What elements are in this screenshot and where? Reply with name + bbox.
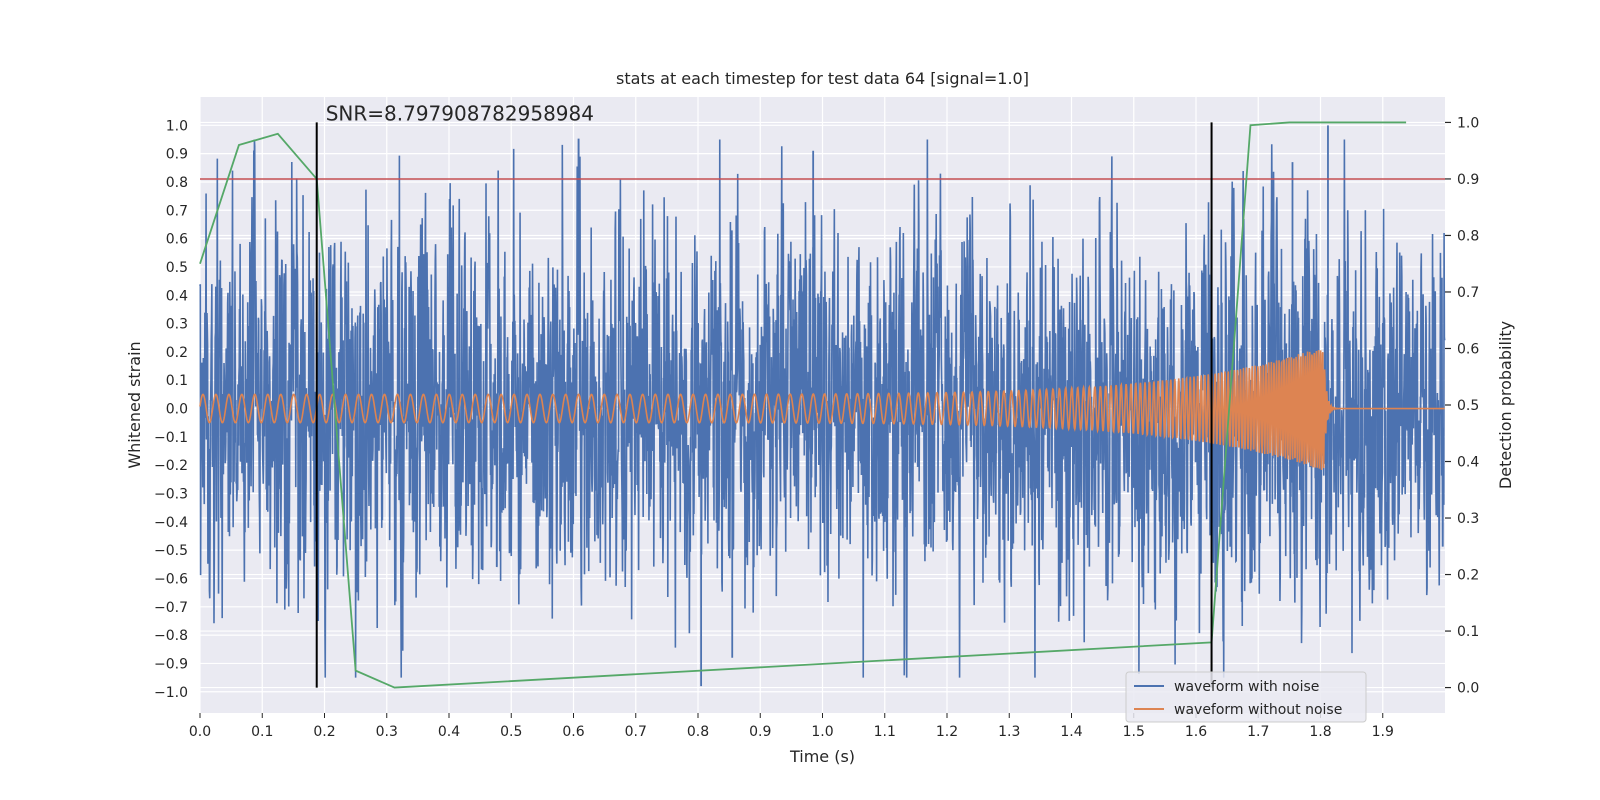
- legend-box: [1125, 671, 1367, 723]
- y-tick-label: −0.7: [154, 600, 188, 616]
- x-tick-label: 1.2: [936, 724, 958, 740]
- y-tick-label: −0.5: [154, 543, 188, 559]
- series-layer: [199, 121, 1446, 689]
- y2-tick-label: 1.0: [1457, 115, 1479, 131]
- y-tick-label: 0.1: [166, 373, 188, 389]
- x-tick-label: 0.0: [189, 724, 211, 740]
- x-axis-title: Time (s): [789, 747, 855, 766]
- y2-tick-label: 0.1: [1457, 624, 1479, 640]
- y2-tick-label: 0.8: [1457, 228, 1479, 244]
- axes: 0.0 0.1 0.2 0.3 0.4 0.5 0.6 0.7 0.8 0.9 1.0 1.1 1.2 1…: [154, 115, 1479, 740]
- series-detection-probability: [199, 121, 1407, 689]
- x-tick-label: 1.5: [1123, 724, 1145, 740]
- x-tick-label: 0.2: [313, 724, 335, 740]
- y-tick-label: −0.9: [154, 656, 188, 672]
- y-tick-label: −0.3: [154, 487, 188, 503]
- y-tick-label: 0.6: [166, 232, 188, 248]
- x-tick-label: 1.7: [1247, 724, 1269, 740]
- x-tick-label: 0.1: [251, 724, 273, 740]
- snr-annotation: SNR=8.797908782958984: [326, 101, 594, 125]
- y-axis-title: Whitened strain: [125, 341, 144, 468]
- x-tick-label: 1.0: [811, 724, 833, 740]
- y-tick-label: −0.8: [154, 628, 188, 644]
- x-tick-label: 1.1: [874, 724, 896, 740]
- x-tick-label: 0.3: [376, 724, 398, 740]
- y2-axis-title: Detection probability: [1496, 321, 1515, 489]
- y-tick-label: 0.0: [166, 402, 188, 418]
- legend: waveform with noise waveform without noi…: [1125, 671, 1367, 723]
- x-tick-label: 1.8: [1309, 724, 1331, 740]
- chart-title: stats at each timestep for test data 64 …: [616, 69, 1029, 88]
- y-tick-label: 0.2: [166, 345, 188, 361]
- y2-tick-label: 0.2: [1457, 568, 1479, 584]
- y-tick-label: 1.0: [166, 118, 188, 134]
- y2-tick-label: 0.7: [1457, 285, 1479, 301]
- y-tick-label: −0.4: [154, 515, 188, 531]
- x-tick-label: 1.6: [1185, 724, 1207, 740]
- y-tick-label: −0.6: [154, 571, 188, 587]
- legend-label-waveform-with-noise: waveform with noise: [1174, 679, 1319, 695]
- x-tick-label: 0.5: [500, 724, 522, 740]
- x-tick-label: 0.8: [687, 724, 709, 740]
- y-tick-label: 0.4: [166, 288, 188, 304]
- x-tick-label: 0.9: [749, 724, 771, 740]
- y-tick-label: 0.7: [166, 203, 188, 219]
- x-tick-label: 1.9: [1372, 724, 1394, 740]
- x-tick-label: 1.4: [1060, 724, 1082, 740]
- y2-tick-label: 0.5: [1457, 398, 1479, 414]
- x-tick-label: 0.6: [562, 724, 584, 740]
- y2-tick-label: 0.6: [1457, 341, 1479, 357]
- y-tick-label: 0.9: [166, 147, 188, 163]
- y-tick-label: 0.8: [166, 175, 188, 191]
- y-tick-label: −0.1: [154, 430, 188, 446]
- x-tick-label: 1.3: [998, 724, 1020, 740]
- y2-tick-label: 0.3: [1457, 511, 1479, 527]
- series-waveform-without-noise: [199, 350, 1445, 470]
- y2-tick-label: 0.4: [1457, 455, 1479, 471]
- y-tick-label: −1.0: [154, 685, 188, 701]
- x-tick-label: 0.4: [438, 724, 460, 740]
- y-tick-label: 0.5: [166, 260, 188, 276]
- y2-tick-label: 0.0: [1457, 681, 1479, 697]
- legend-label-waveform-without-noise: waveform without noise: [1174, 702, 1342, 718]
- y-tick-label: −0.2: [154, 458, 188, 474]
- x-tick-label: 0.7: [625, 724, 647, 740]
- y2-tick-label: 0.9: [1457, 172, 1479, 188]
- y-tick-label: 0.3: [166, 317, 188, 333]
